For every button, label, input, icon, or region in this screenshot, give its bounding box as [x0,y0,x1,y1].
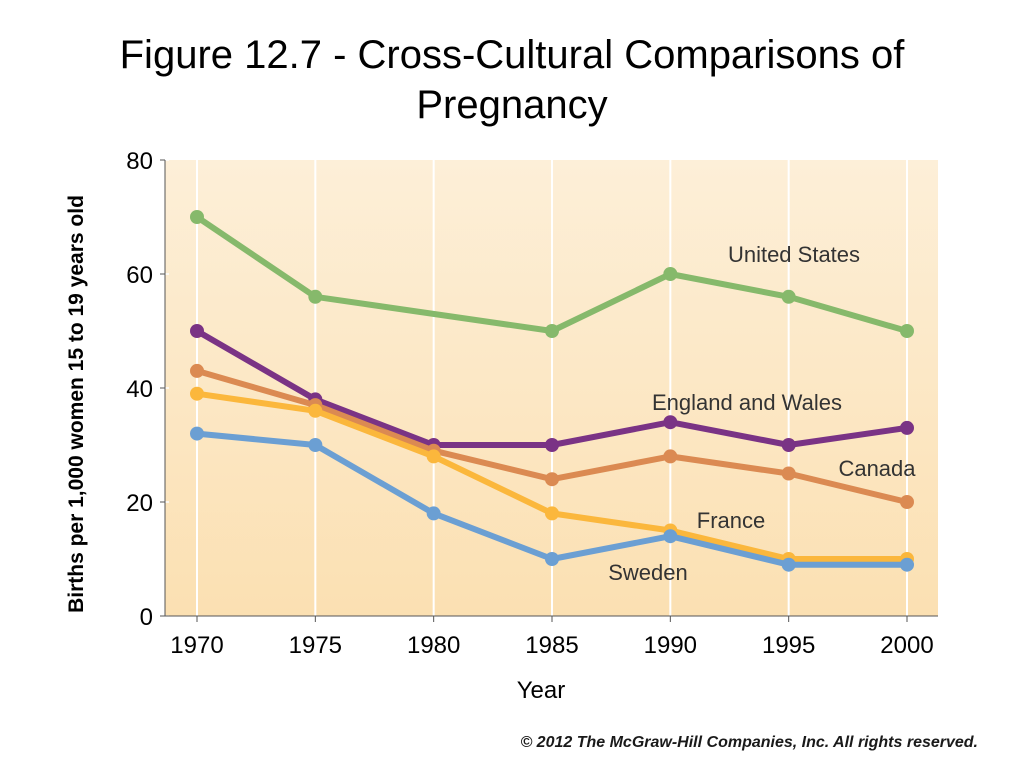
point-england-and-wales-1985 [545,438,559,452]
line-chart: 1970 1975 1980 1985 1990 1995 2000 0 20 40 60 80 Un… [0,0,1024,768]
series-label-france: France [697,508,765,533]
x-axis-title: Year [517,677,566,704]
point-canada-1995 [782,467,796,481]
point-sweden-1990 [663,529,677,543]
point-england-and-wales-1990 [663,415,677,429]
point-france-1975 [308,404,322,418]
y-tick-label-40: 40 [126,376,153,403]
copyright-notice: © 2012 The McGraw-Hill Companies, Inc. A… [520,734,978,752]
y-tick-label-60: 60 [126,262,153,289]
point-france-1970 [190,387,204,401]
point-england-and-wales-1995 [782,438,796,452]
point-united-states-1970 [190,210,204,224]
point-france-1985 [545,506,559,520]
point-canada-2000 [900,495,914,509]
point-sweden-1985 [545,552,559,566]
series-label-sweden: Sweden [608,560,688,585]
point-canada-1990 [663,449,677,463]
point-sweden-1975 [308,438,322,452]
point-united-states-1990 [663,267,677,281]
series-label-canada: Canada [838,456,916,481]
point-england-and-wales-1970 [190,324,204,338]
point-sweden-1980 [427,506,441,520]
point-france-1980 [427,449,441,463]
point-united-states-1985 [545,324,559,338]
x-tick-label-1975: 1975 [289,632,342,659]
point-canada-1985 [545,472,559,486]
x-tick-label-1985: 1985 [525,632,578,659]
point-united-states-1975 [308,290,322,304]
y-tick-label-80: 80 [126,148,153,175]
series-label-united-states: United States [728,242,860,267]
series-label-england-and-wales: England and Wales [652,390,842,415]
y-tick-label-20: 20 [126,490,153,517]
point-united-states-2000 [900,324,914,338]
point-sweden-2000 [900,558,914,572]
x-tick-label-1980: 1980 [407,632,460,659]
point-united-states-1995 [782,290,796,304]
y-tick-label-0: 0 [140,604,153,631]
point-canada-1970 [190,364,204,378]
point-sweden-1995 [782,558,796,572]
x-tick-label-2000: 2000 [880,632,933,659]
point-england-and-wales-2000 [900,421,914,435]
x-tick-label-1995: 1995 [762,632,815,659]
x-tick-label-1990: 1990 [644,632,697,659]
y-axis-title: Births per 1,000 women 15 to 19 years ol… [65,195,88,613]
point-sweden-1970 [190,427,204,441]
x-tick-label-1970: 1970 [170,632,223,659]
